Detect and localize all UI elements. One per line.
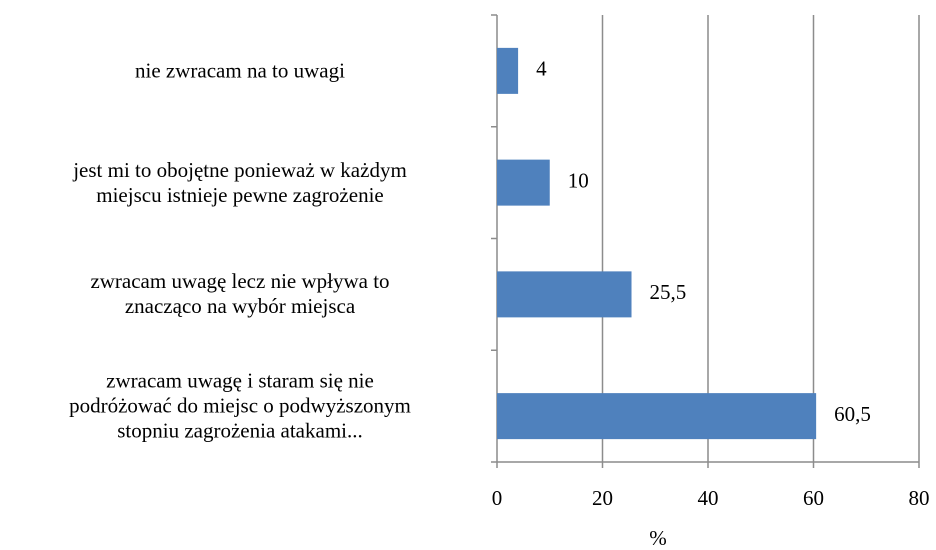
x-tick-label: 0 (492, 486, 503, 510)
x-tick-label: 20 (592, 486, 613, 510)
value-label: 25,5 (650, 280, 687, 304)
bar (497, 393, 817, 440)
value-label: 4 (536, 57, 547, 81)
bar (497, 159, 550, 206)
x-tick-label: 80 (909, 486, 930, 510)
bar (497, 271, 632, 318)
bar (497, 47, 519, 94)
x-tick-label: 40 (698, 486, 719, 510)
value-label: 60,5 (834, 402, 871, 426)
y-tick-label: zwracam uwagę lecz nie wpływa to znacząc… (90, 269, 390, 319)
value-label: 10 (568, 168, 589, 192)
x-axis-label: % (649, 526, 667, 550)
y-tick-label: nie zwracam na to uwagi (135, 58, 345, 83)
y-tick-label: jest mi to obojętne ponieważ w każdym mi… (73, 157, 407, 207)
y-tick-label: zwracam uwagę i staram się nie podróżowa… (69, 368, 411, 443)
x-tick-label: 60 (803, 486, 824, 510)
